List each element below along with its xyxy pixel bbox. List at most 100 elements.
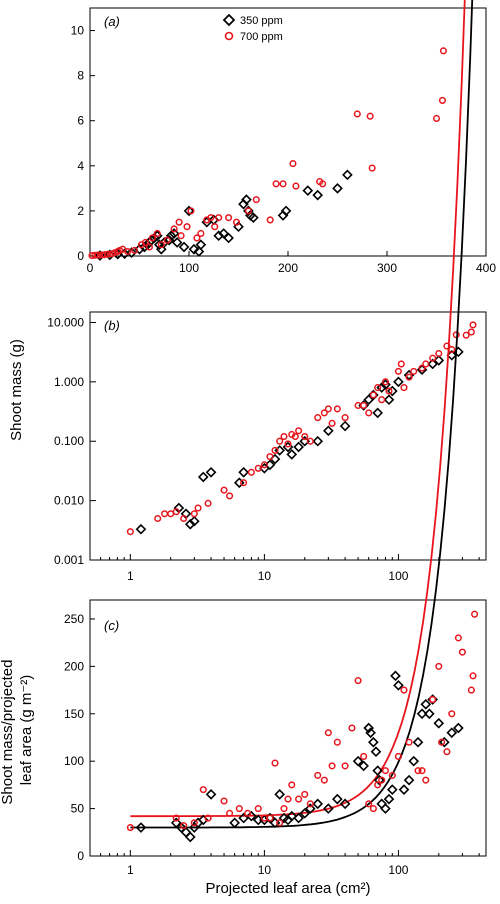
data-point-350ppm — [188, 515, 200, 527]
data-point-700ppm — [193, 234, 201, 242]
data-point-350ppm — [408, 755, 420, 767]
data-point-350ppm — [205, 466, 217, 478]
data-point-700ppm — [469, 321, 477, 329]
data-point-350ppm — [312, 798, 324, 810]
data-point-700ppm — [422, 360, 430, 368]
data-point-700ppm — [348, 724, 356, 732]
data-point-700ppm — [172, 814, 180, 822]
x-axis-label: Projected leaf area (cm²) — [205, 880, 370, 897]
data-point-350ppm — [339, 798, 351, 810]
data-point-350ppm — [302, 185, 314, 196]
data-point-350ppm — [213, 230, 225, 242]
data-point-700ppm — [187, 207, 195, 215]
data-point-700ppm — [232, 218, 241, 226]
data-point-700ppm — [167, 510, 175, 518]
y-tick-label: 50 — [71, 802, 85, 816]
data-point-350ppm — [197, 471, 209, 483]
data-point-700ppm — [126, 528, 134, 536]
data-point-700ppm — [172, 508, 180, 516]
data-point-700ppm — [422, 776, 430, 784]
data-point-350ppm — [323, 425, 334, 437]
data-point-700ppm — [131, 246, 139, 254]
data-point-350ppm — [223, 232, 234, 244]
data-point-350ppm — [171, 237, 183, 248]
data-point-700ppm — [462, 331, 470, 339]
data-point-350ppm — [383, 793, 395, 805]
data-point-350ppm — [195, 239, 207, 251]
data-point-700ppm — [454, 634, 462, 642]
data-point-700ppm — [369, 805, 377, 813]
data-point-700ppm — [157, 241, 165, 249]
data-point-700ppm — [244, 809, 252, 817]
panel-b-label: (b) — [104, 318, 120, 333]
data-point-700ppm — [180, 514, 188, 523]
data-point-350ppm — [135, 822, 147, 833]
data-point-700ppm — [284, 795, 292, 803]
data-point-350ppm — [286, 449, 298, 460]
legend-label-350: 350 ppm — [240, 15, 283, 27]
data-point-700ppm — [405, 373, 413, 381]
data-point-350ppm — [205, 789, 217, 800]
panel-b-frame — [89, 311, 487, 561]
data-point-700ppm — [266, 453, 274, 461]
y-tick-label: 100 — [64, 754, 84, 768]
data-point-700ppm — [161, 510, 169, 518]
data-point-700ppm — [320, 776, 328, 784]
data-point-700ppm — [400, 384, 408, 392]
data-point-350ppm — [304, 803, 316, 814]
x-tick-label: 10 — [258, 569, 272, 583]
data-point-700ppm — [175, 218, 183, 226]
data-point-700ppm — [385, 387, 393, 395]
data-point-350ppm — [372, 407, 384, 419]
x-tick-label: 1 — [127, 863, 134, 877]
data-point-700ppm — [126, 824, 134, 832]
data-point-350ppm — [158, 237, 170, 248]
legend: 350 ppm 700 ppm — [222, 13, 283, 43]
data-point-700ppm — [194, 504, 202, 512]
panel-b: (b) 1 10 100 0.001 0.010 0.100 1.000 10.000 — [47, 311, 487, 583]
data-point-700ppm — [432, 114, 441, 123]
data-point-700ppm — [320, 409, 328, 417]
data-point-700ppm — [400, 686, 408, 694]
data-point-700ppm — [397, 360, 405, 368]
data-point-700ppm — [328, 762, 336, 770]
data-point-350ppm — [403, 774, 415, 786]
data-point-350ppm — [386, 784, 398, 795]
data-point-350ppm — [183, 205, 195, 217]
data-point-700ppm — [439, 47, 447, 55]
data-point-350ppm — [423, 708, 435, 720]
panel-c-frame — [89, 599, 487, 857]
panel-a: (a) 350 ppm 700 ppm 0 100 200 300 400 0 2 4 6 8 10 — [71, 7, 496, 275]
data-point-350ppm — [135, 523, 147, 535]
data-point-700ppm — [381, 378, 390, 386]
data-point-350ppm — [398, 784, 410, 795]
data-point-350ppm — [372, 765, 384, 776]
y-tick-label: 0 — [77, 849, 84, 863]
data-point-350ppm — [376, 798, 388, 810]
data-point-350ppm — [229, 817, 240, 829]
x-tick-label: 400 — [476, 261, 496, 275]
y-tick-label: 0.010 — [54, 494, 84, 508]
data-point-350ppm — [376, 382, 388, 393]
data-point-700ppm — [124, 247, 132, 256]
data-point-700ppm — [467, 686, 475, 694]
data-point-350ppm — [373, 774, 385, 786]
data-point-700ppm — [435, 662, 443, 670]
data-point-700ppm — [276, 819, 284, 827]
data-point-700ppm — [414, 767, 422, 775]
data-point-700ppm — [225, 214, 233, 222]
x-tick-label: 100 — [388, 863, 408, 877]
data-point-700ppm — [438, 738, 446, 746]
data-point-700ppm — [260, 461, 268, 469]
data-point-700ppm — [254, 464, 262, 472]
data-point-700ppm — [247, 468, 255, 476]
data-point-700ppm — [394, 752, 402, 760]
data-point-350ppm — [427, 358, 438, 370]
y-tick-label: 0.100 — [54, 434, 84, 448]
data-point-700ppm — [272, 180, 280, 188]
data-point-700ppm — [280, 432, 288, 441]
data-point-700ppm — [301, 432, 309, 441]
data-point-350ppm — [274, 789, 286, 800]
data-point-700ppm — [374, 781, 382, 789]
data-point-350ppm — [352, 755, 364, 767]
